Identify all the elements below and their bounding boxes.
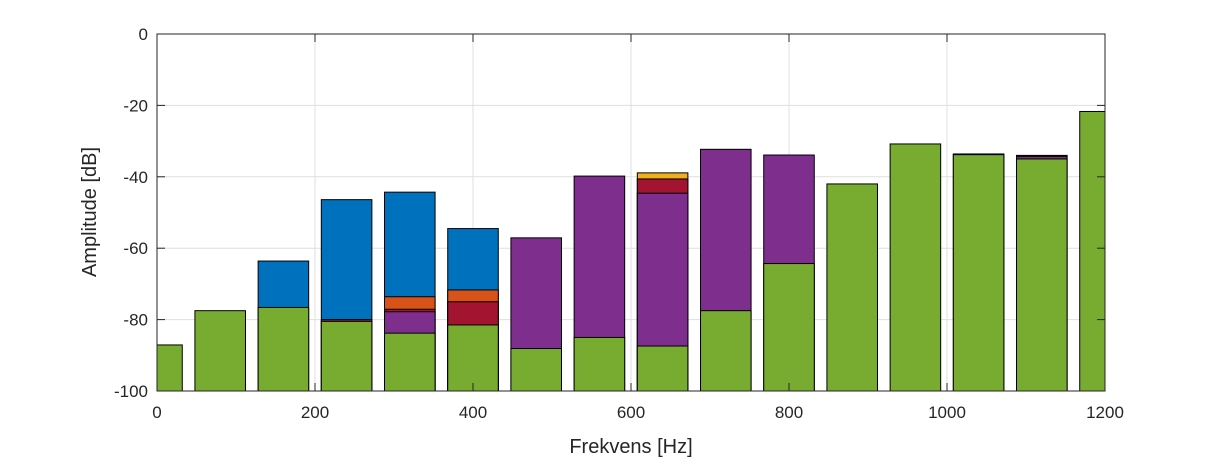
y-tick-label: 0 <box>139 25 148 44</box>
y-tick-label: -20 <box>123 96 148 115</box>
bar-series-5-point-3 <box>320 320 373 391</box>
bar-series-5-point-14 <box>1016 158 1068 391</box>
bar-series-5-point-5 <box>447 324 499 391</box>
x-tick-label: 1200 <box>1086 403 1124 422</box>
bar-series-5-point-4 <box>384 332 436 391</box>
x-tick-label: 400 <box>459 403 487 422</box>
x-axis-label: Frekvens [Hz] <box>569 436 692 458</box>
y-tick-label: -80 <box>123 311 148 330</box>
y-tick-label: -100 <box>114 382 148 401</box>
bar-series-5-point-8 <box>636 345 689 391</box>
bar-series-5-point-9 <box>700 310 752 391</box>
bar-series-5-point-11 <box>826 183 878 391</box>
x-tick-label: 0 <box>152 403 161 422</box>
bar-series-5-point-6 <box>510 348 562 391</box>
y-tick-label: -40 <box>123 168 148 187</box>
bar-series-5-point-10 <box>763 263 815 391</box>
ticks-group: 0 200 400 600 800 1000 1200 0 -20 -40 -60 -80 -100 <box>114 25 1124 422</box>
y-tick-label: -60 <box>123 239 148 258</box>
bar-series-5-point-2 <box>257 306 310 391</box>
bar-series-5-point-13 <box>952 154 1005 391</box>
bars-group <box>157 110 1105 391</box>
y-axis-label: Amplitude [dB] <box>79 147 101 277</box>
x-tick-label: 800 <box>775 403 803 422</box>
x-tick-label: 200 <box>301 403 329 422</box>
bar-series-5-point-12 <box>889 143 942 391</box>
bar-series-5-point-1 <box>194 310 246 391</box>
bar-series-5-point-7 <box>573 336 626 391</box>
x-tick-label: 1000 <box>928 403 966 422</box>
x-tick-label: 600 <box>617 403 645 422</box>
